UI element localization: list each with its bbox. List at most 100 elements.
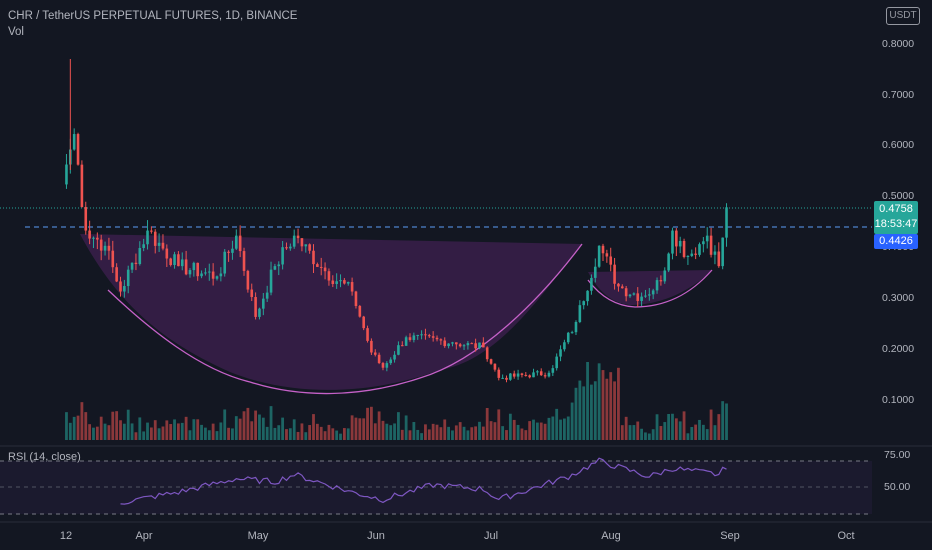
volume-bar [88, 424, 92, 440]
volume-bar [555, 408, 559, 440]
chart-title: CHR / TetherUS PERPETUAL FUTURES, 1D, BI… [8, 10, 298, 22]
candle-body [196, 262, 199, 277]
candle-body [393, 354, 396, 360]
candle-body [381, 363, 385, 368]
candle-body [146, 230, 149, 245]
volume-bar [157, 428, 161, 440]
candle-body [339, 280, 342, 282]
volume-bar [605, 378, 609, 440]
rsi-line [120, 457, 727, 505]
candle-body [621, 286, 624, 289]
volume-bar [304, 432, 308, 440]
volume-bar [149, 427, 153, 440]
time-tick: Jun [367, 530, 385, 542]
rsi-label[interactable]: RSI (14, close) [8, 451, 81, 463]
candle-body [593, 266, 597, 278]
candle-body [88, 230, 91, 239]
volume-bar [651, 429, 655, 440]
volume-bar [570, 402, 574, 440]
candle-body [516, 373, 520, 377]
volume-bar [397, 412, 400, 440]
handle-arc [587, 269, 713, 308]
candle-body [173, 254, 176, 265]
volume-group [65, 362, 728, 440]
candle-body [528, 375, 531, 378]
candle-body [138, 248, 142, 265]
candle-body [207, 271, 211, 273]
volume-bar [439, 427, 443, 440]
volume-bar [725, 403, 728, 440]
candle-body [76, 134, 80, 165]
candle-body [678, 240, 682, 247]
candle-body [466, 343, 470, 346]
volume-bar [462, 426, 466, 440]
rsi-tick: 75.00 [884, 449, 911, 461]
volume-bar [543, 423, 547, 440]
candle-body [99, 239, 103, 251]
last-price-badge: 0.4758 18:53:47 [874, 201, 918, 234]
volume-bar [265, 426, 269, 440]
volume-bar [103, 423, 107, 440]
candle-body [157, 242, 161, 246]
volume-bar [601, 370, 605, 440]
candle-body [563, 342, 566, 350]
candle-body [300, 238, 304, 247]
volume-bar [597, 363, 601, 440]
candle-body [578, 305, 582, 322]
volume-bar [231, 428, 234, 440]
candle-body [705, 235, 709, 242]
volume-bar [620, 425, 624, 440]
candle-body [84, 207, 88, 231]
volume-bar [659, 426, 663, 440]
candle-body [474, 343, 477, 349]
candle-body [721, 237, 724, 267]
candle-body [250, 289, 254, 298]
candle-body [165, 248, 169, 259]
candle-body [428, 335, 431, 337]
volume-bar [142, 431, 146, 440]
volume-bar [385, 423, 389, 440]
time-tick: Oct [837, 530, 855, 542]
rsi-tick: 50.00 [884, 481, 911, 493]
candle-body [613, 264, 616, 284]
candle-body [354, 291, 358, 307]
candle-body [493, 363, 497, 370]
volume-bar [192, 419, 196, 440]
volume-bar [95, 426, 99, 440]
volume-bar [269, 406, 273, 440]
candle-body [404, 337, 408, 346]
candle-body [107, 245, 111, 251]
volume-bar [68, 422, 72, 440]
volume-bar [613, 381, 616, 440]
candle-body [119, 281, 122, 292]
candle-body [373, 352, 377, 355]
currency-button[interactable]: USDT [886, 7, 920, 25]
candle-body [431, 336, 435, 338]
volume-label: Vol [8, 26, 24, 38]
candle-body [709, 235, 713, 255]
candle-body [478, 342, 481, 349]
volume-bar [312, 414, 315, 440]
candle-body [269, 269, 273, 293]
volume-bar [331, 428, 335, 440]
volume-bar [636, 421, 640, 440]
volume-bar [709, 409, 713, 440]
candle-body [242, 251, 246, 271]
candle-body [686, 255, 690, 258]
candle-body [292, 235, 296, 247]
volume-bar [184, 416, 188, 440]
candle-body [524, 374, 528, 376]
volume-bar [393, 423, 396, 440]
candle-body [512, 373, 516, 377]
line-price-badge: 0.4426 [874, 234, 918, 249]
volume-bar [609, 372, 613, 440]
volume-bar [578, 380, 582, 440]
candle-body [362, 316, 365, 329]
candle-body [663, 270, 667, 282]
volume-bar [582, 386, 586, 440]
volume-bar [215, 431, 219, 440]
candle-body [285, 247, 288, 249]
candle-body [609, 256, 613, 265]
